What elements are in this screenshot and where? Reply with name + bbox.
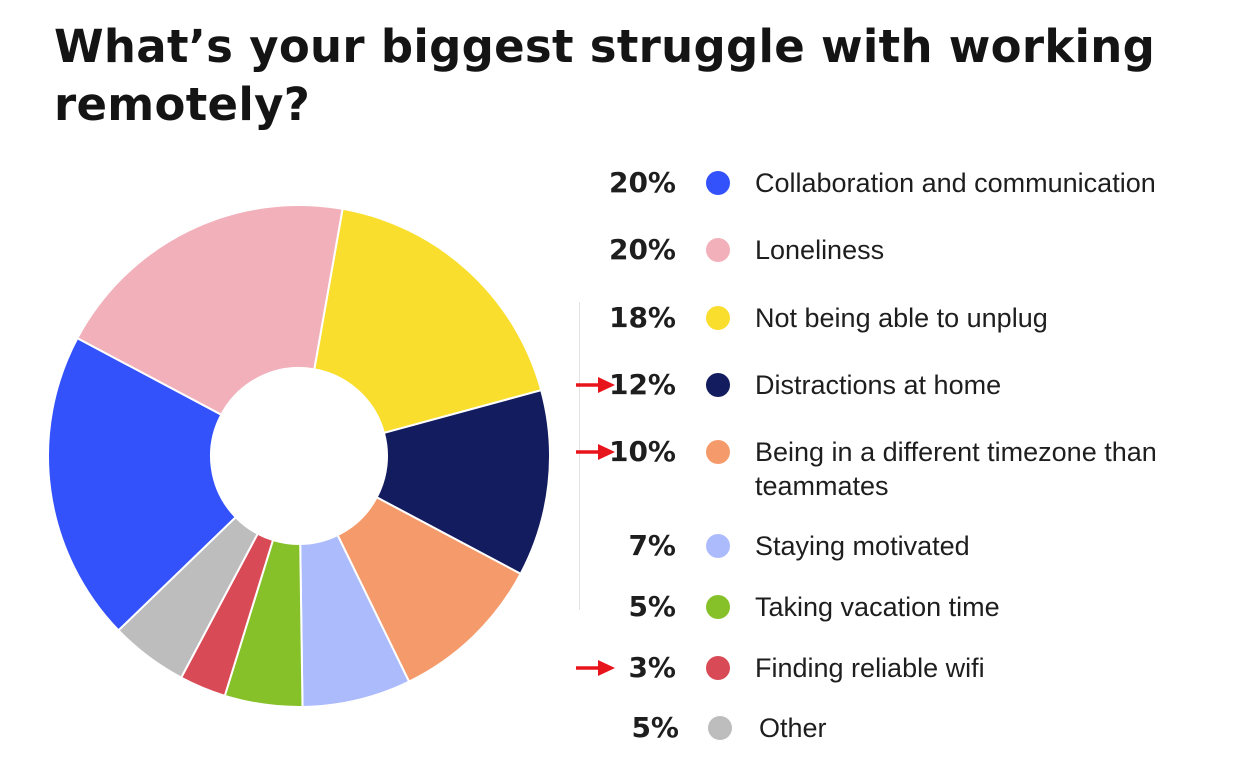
legend-swatch	[708, 716, 732, 740]
legend-divider	[579, 302, 580, 610]
legend-item-staying-motivated: 7% Staying motivated	[0, 529, 1239, 569]
donut-chart	[47, 204, 551, 708]
legend-value: 20%	[608, 166, 676, 199]
pie-slice-distractions-at-home	[375, 388, 551, 576]
legend-swatch	[706, 534, 730, 558]
legend-item-taking-vacation-time: 5% Taking vacation time	[0, 590, 1239, 630]
legend-swatch	[706, 306, 730, 330]
legend-label: Other	[759, 713, 827, 743]
legend-swatch	[706, 238, 730, 262]
legend-label: Collaboration and communication	[755, 168, 1156, 198]
legend-swatch	[706, 440, 730, 464]
legend-item-other: 5% Other	[0, 711, 1239, 751]
legend-value: 5%	[631, 711, 679, 744]
annotation-arrow-icon	[576, 444, 615, 460]
legend-item-being-in-a-different-timezone-than-teammates: 10% Being in a different timezone than te…	[0, 435, 1239, 501]
legend-label: Distractions at home	[755, 370, 1002, 400]
legend-value: 10%	[608, 435, 676, 468]
legend-label: Staying motivated	[755, 531, 970, 561]
pie-slice-loneliness	[76, 204, 344, 417]
legend-item-loneliness: 20% Loneliness	[0, 233, 1239, 273]
legend-item-collaboration-and-communication: 20% Collaboration and communication	[0, 166, 1239, 206]
chart-title: What’s your biggest struggle with workin…	[54, 20, 1156, 131]
legend-value: 3%	[628, 651, 676, 684]
annotation-arrow-icon	[576, 377, 615, 393]
legend-label: Finding reliable wifi	[755, 653, 985, 683]
legend-label: Loneliness	[755, 235, 885, 265]
legend-value: 7%	[628, 529, 676, 562]
pie-slice-not-being-able-to-unplug	[313, 207, 543, 435]
legend-item-finding-reliable-wifi: 3% Finding reliable wifi	[0, 651, 1239, 691]
legend-value: 5%	[628, 590, 676, 623]
legend-item-not-being-able-to-unplug: 18% Not being able to unplug	[0, 301, 1239, 341]
legend-item-distractions-at-home: 12% Distractions at home	[0, 368, 1239, 408]
legend-swatch	[706, 171, 730, 195]
legend-value: 20%	[608, 233, 676, 266]
legend-swatch	[706, 373, 730, 397]
legend-value: 18%	[608, 301, 676, 334]
legend-label: Not being able to unplug	[755, 303, 1048, 333]
pie-slice-collaboration-and-communication	[47, 336, 238, 632]
legend-swatch	[706, 656, 730, 680]
legend-label: Taking vacation time	[755, 592, 1000, 622]
legend-swatch	[706, 595, 730, 619]
legend-label: Being in a different timezone than teamm…	[755, 437, 1157, 501]
annotation-arrow-icon	[576, 660, 615, 676]
legend-value: 12%	[608, 368, 676, 401]
